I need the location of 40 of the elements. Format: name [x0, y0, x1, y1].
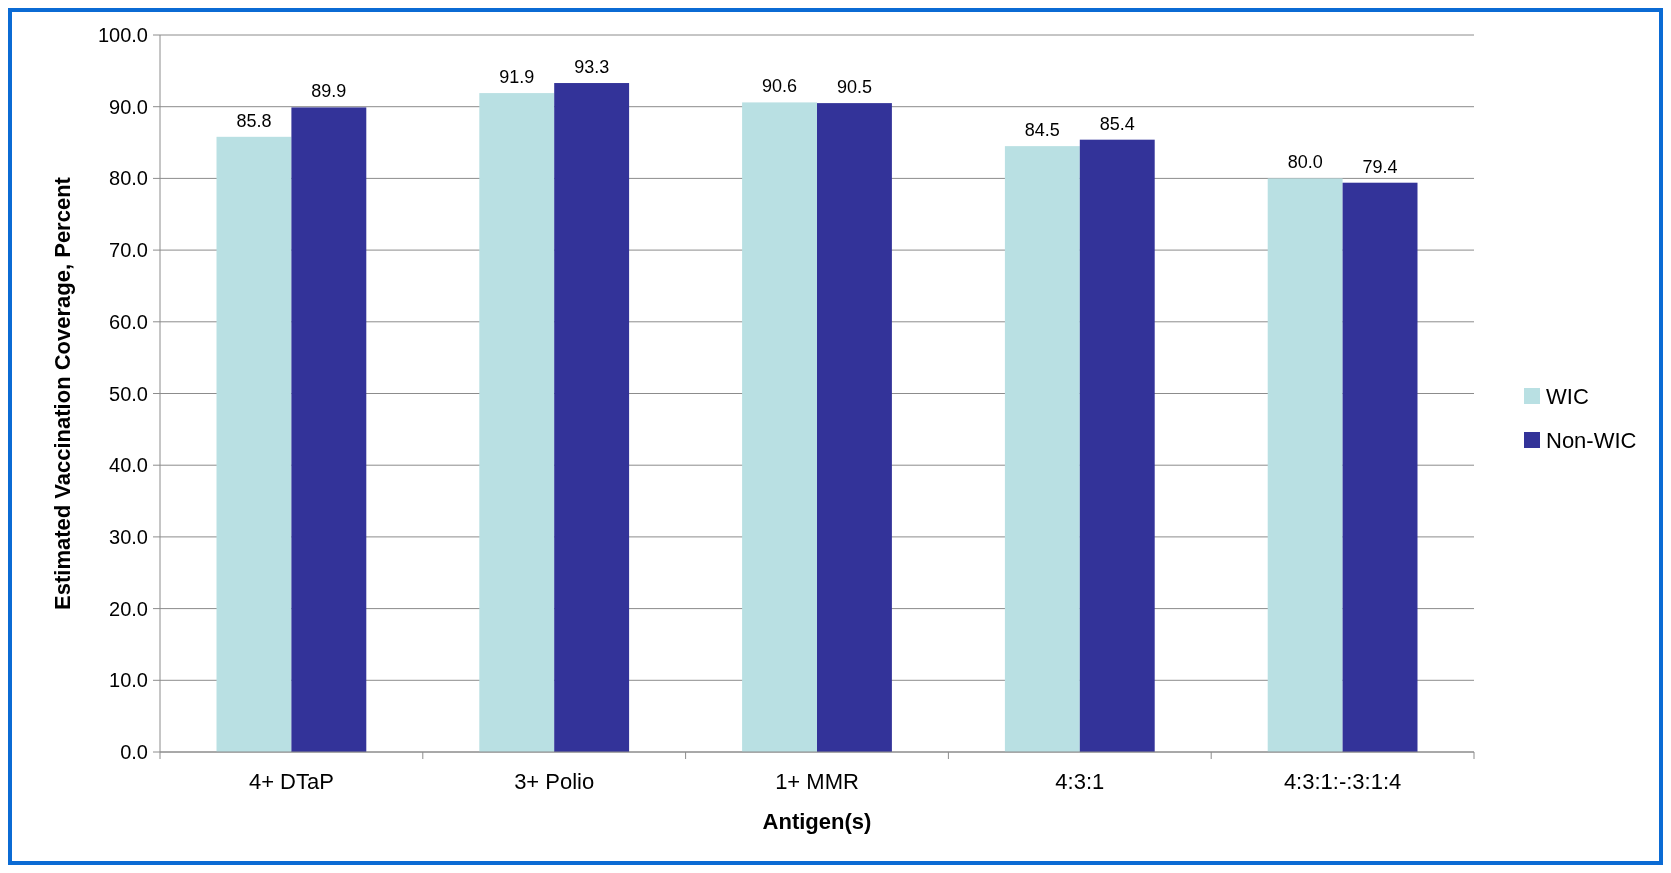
x-tick-label: 3+ Polio [514, 769, 595, 794]
data-label: 85.8 [236, 110, 272, 131]
x-tick-label: 4:3:1:-:3:1:4 [1283, 769, 1402, 794]
bar [554, 83, 630, 752]
y-tick-label: 60.0 [109, 310, 148, 333]
data-label: 90.5 [836, 77, 872, 98]
y-tick-label: 80.0 [109, 167, 148, 190]
bar [479, 93, 555, 752]
data-label: 91.9 [499, 67, 535, 88]
y-tick-label: 10.0 [109, 669, 148, 692]
bar [291, 107, 367, 752]
bar [1267, 178, 1343, 752]
bar [817, 103, 892, 752]
bar [1004, 146, 1080, 752]
data-label: 80.0 [1287, 152, 1323, 173]
bar [216, 136, 292, 752]
bar [1342, 182, 1418, 752]
y-tick-label: 90.0 [109, 95, 148, 118]
legend-label: WIC [1546, 384, 1589, 409]
data-label: 85.4 [1099, 113, 1135, 134]
data-label: 84.5 [1024, 120, 1060, 141]
x-tick-label: 4+ DTaP [248, 769, 334, 794]
y-tick-label: 100.0 [97, 24, 148, 46]
data-label: 93.3 [574, 57, 610, 78]
x-tick-label: 1+ MMR [775, 769, 859, 794]
y-tick-label: 20.0 [109, 597, 148, 620]
data-label: 90.6 [762, 76, 798, 97]
data-label: 79.4 [1362, 156, 1398, 177]
bar [1079, 139, 1155, 752]
y-tick-label: 40.0 [109, 454, 148, 477]
y-axis-title: Estimated Vaccination Coverage, Percent [50, 176, 75, 610]
x-tick-label: 4:3:1 [1055, 769, 1105, 794]
y-tick-label: 30.0 [109, 525, 148, 548]
y-tick-label: 50.0 [109, 382, 148, 405]
y-tick-label: 0.0 [120, 741, 148, 763]
y-tick-label: 70.0 [109, 239, 148, 262]
bar [742, 102, 817, 752]
x-axis-title: Antigen(s) [762, 809, 872, 834]
legend-label: Non-WIC [1546, 428, 1637, 453]
data-label: 89.9 [311, 81, 347, 102]
